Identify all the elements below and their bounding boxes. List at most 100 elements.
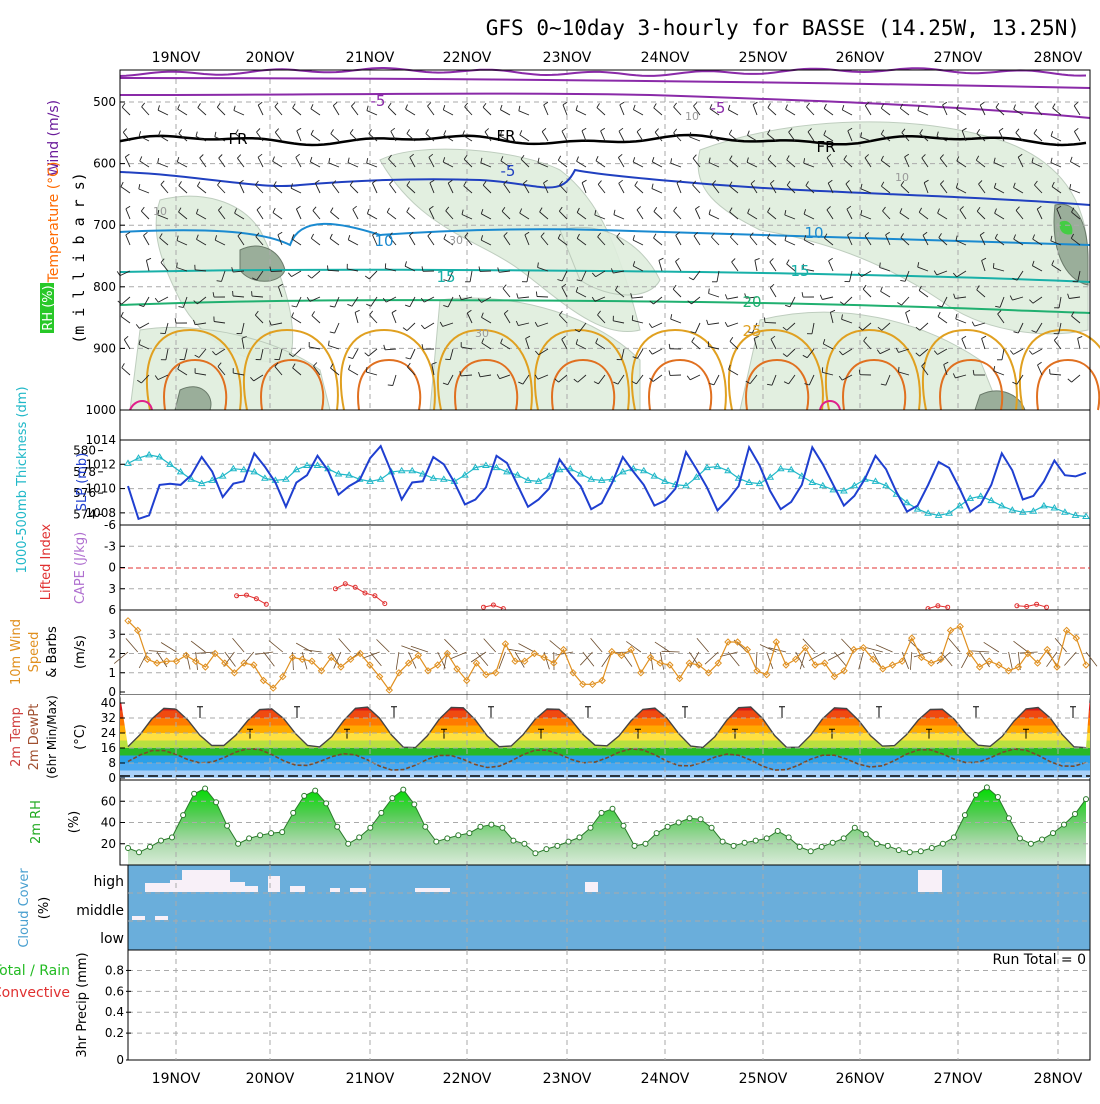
cloud-gap <box>132 916 145 920</box>
top-date-label: 22NOV <box>443 50 492 66</box>
y-tick-label: 0 <box>108 561 116 575</box>
rh-point <box>214 800 219 805</box>
ylabel-cape: CAPE (J/kg) <box>73 532 88 604</box>
rh-point <box>907 850 912 855</box>
ylabel-rh: RH (%) <box>41 285 56 330</box>
upper-spacer <box>120 410 1090 440</box>
bottom-date-label: 23NOV <box>543 1071 592 1087</box>
rh-point <box>742 840 747 845</box>
cloud-gap <box>290 886 305 892</box>
rh-point <box>181 813 186 818</box>
y-tick-label: 0 <box>116 1053 124 1067</box>
bottom-date-label: 28NOV <box>1034 1071 1083 1087</box>
top-date-label: 25NOV <box>739 50 788 66</box>
contour-label: FR <box>816 138 835 156</box>
y-tick-label: 1 <box>108 666 116 680</box>
rh-point <box>995 795 1000 800</box>
y-tick-label: 0.4 <box>105 1005 124 1019</box>
contour-label: 30 <box>449 234 463 247</box>
top-date-label: 27NOV <box>934 50 983 66</box>
rh-point <box>368 825 373 830</box>
cloud-level-high: high <box>93 874 124 890</box>
rh-point <box>1051 831 1056 836</box>
rh-point <box>434 839 439 844</box>
ylabel-precip-2: Convective <box>0 985 70 1001</box>
y-tick-label: 3 <box>108 582 116 596</box>
y-tick-label: 900 <box>93 341 116 355</box>
contour-label: -5 <box>371 92 386 110</box>
bottom-date-label: 21NOV <box>346 1071 395 1087</box>
y-tick-label: 0.2 <box>105 1026 124 1040</box>
cloud-gap <box>245 886 258 892</box>
top-date-label: 23NOV <box>543 50 592 66</box>
top-date-label: 21NOV <box>346 50 395 66</box>
cloud-gap <box>155 916 168 920</box>
bottom-date-label: 27NOV <box>934 1071 983 1087</box>
contour-label: -5 <box>711 99 726 117</box>
ylabel-temp-2: 2m DewPt <box>27 704 42 771</box>
rh-point <box>225 823 230 828</box>
wind-barb <box>537 297 548 298</box>
top-date-label: 20NOV <box>246 50 295 66</box>
rh-point <box>764 836 769 841</box>
rh-point <box>1017 836 1022 841</box>
y-tick-label: 800 <box>93 280 116 294</box>
rh-point <box>863 832 868 837</box>
rh-point <box>313 788 318 793</box>
rh-point <box>819 844 824 849</box>
chart-title: GFS 0~10day 3-hourly for BASSE (14.25W, … <box>486 16 1080 40</box>
y-tick-label: -3 <box>104 539 116 553</box>
bottom-date-label: 26NOV <box>836 1071 885 1087</box>
rh-point <box>126 846 131 851</box>
wind-barb-flag <box>328 265 329 270</box>
y-tick-label: -6 <box>104 518 116 532</box>
rh-point <box>786 835 791 840</box>
ylabel-slp: SLP (mb) <box>75 453 90 512</box>
rh-point <box>1062 822 1067 827</box>
rh-point <box>775 829 780 834</box>
contour-label: 10 <box>374 232 393 250</box>
contour-label: 10 <box>153 205 167 218</box>
ylabel-temperature: Temperature (°C) <box>46 162 62 284</box>
cloud-gap <box>415 888 450 892</box>
y-tick-label: 8 <box>108 756 116 770</box>
rh-point <box>401 787 406 792</box>
y-tick-label: 40 <box>101 816 116 830</box>
ylabel-cloud: Cloud Cover <box>17 868 32 948</box>
rh-point <box>676 820 681 825</box>
ylabel-precip-1: Total / Rain <box>0 963 70 979</box>
contour-label: 10 <box>895 171 909 184</box>
rh-point <box>918 849 923 854</box>
precip-panel: 0.80.60.40.20 Run Total = 0 Total / Rain… <box>0 950 1090 1067</box>
y-tick-label: 6 <box>108 603 116 617</box>
rh-point <box>412 802 417 807</box>
ylabel-lifted-index: Lifted Index <box>39 523 54 600</box>
rh-point <box>390 796 395 801</box>
rh-point <box>555 843 560 848</box>
y-tick-label: 60 <box>101 794 116 808</box>
rh-point <box>489 822 494 827</box>
top-date-label: 19NOV <box>152 50 201 66</box>
wind-barb-flag <box>366 367 367 372</box>
wind-barb-flag <box>993 263 994 268</box>
rh-point <box>643 841 648 846</box>
rh-point <box>269 831 274 836</box>
y-tick-label: 32 <box>101 711 116 725</box>
cloud-gap <box>330 888 340 892</box>
rh-point <box>500 825 505 830</box>
rh-point <box>280 830 285 835</box>
rh-point <box>929 846 934 851</box>
wind-barb-flag <box>632 315 633 320</box>
rh-point <box>445 836 450 841</box>
wind-barb-flag <box>899 367 900 372</box>
y-tick-label: 3 <box>108 627 116 641</box>
rh-point <box>335 824 340 829</box>
bottom-date-label: 25NOV <box>739 1071 788 1087</box>
rh-point <box>731 843 736 848</box>
